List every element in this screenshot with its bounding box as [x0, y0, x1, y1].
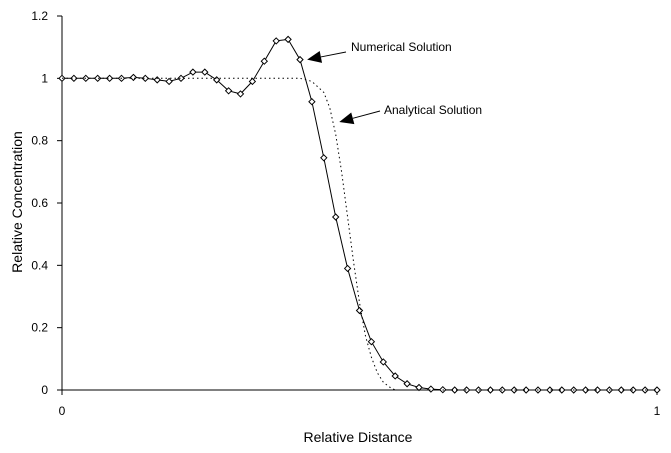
data-point-marker [296, 55, 304, 64]
data-point-marker [189, 68, 197, 76]
data-point-marker [320, 154, 328, 162]
data-point-marker [653, 386, 661, 394]
y-axis-label: Relative Concentration [9, 131, 25, 273]
data-point-marker [379, 358, 388, 366]
data-point-marker [450, 386, 459, 394]
data-point-marker [629, 386, 637, 394]
data-point-marker [581, 386, 590, 394]
annotation: Numerical Solution [307, 40, 452, 63]
x-tick-label: 1 [654, 404, 661, 418]
data-point-marker [284, 35, 292, 44]
data-point-marker [593, 386, 602, 394]
data-point-marker [308, 98, 316, 106]
data-point-marker [236, 90, 245, 98]
data-point-marker [617, 386, 626, 394]
annotation-label: Analytical Solution [384, 103, 482, 117]
data-point-marker [415, 383, 423, 392]
data-point-marker [224, 87, 233, 95]
y-tick-label: 0.2 [31, 321, 48, 335]
data-point-marker [355, 306, 364, 315]
data-point-marker [391, 372, 399, 380]
annotation: Analytical Solution [339, 103, 482, 125]
data-point-marker [510, 386, 518, 394]
series-analytical-solution [62, 77, 657, 391]
data-point-marker [70, 74, 78, 83]
data-point-marker [105, 74, 114, 83]
y-tick-label: 0.4 [31, 258, 48, 272]
data-point-marker [462, 386, 471, 394]
data-point-marker [331, 213, 340, 221]
data-point-marker [272, 37, 280, 45]
annotation-label: Numerical Solution [351, 40, 452, 54]
data-point-marker [165, 77, 173, 86]
series-layer [58, 35, 661, 394]
data-point-marker [129, 73, 138, 82]
data-point-marker [522, 386, 530, 394]
x-tick-label: 0 [59, 404, 66, 418]
y-tick-label: 0.6 [31, 196, 48, 210]
annotation-arrow-shaft [320, 51, 347, 58]
y-tick-label: 1.2 [31, 9, 48, 23]
series-line [62, 77, 657, 391]
data-point-marker [260, 57, 269, 65]
annotation-arrow-shaft [352, 110, 381, 119]
annotations: Numerical Solution Analytical Solution [307, 40, 482, 125]
data-point-marker [403, 380, 411, 388]
data-point-marker [486, 386, 495, 394]
data-point-marker [546, 386, 554, 394]
y-tick-label: 0.8 [31, 134, 48, 148]
annotation-arrowhead [339, 112, 355, 125]
data-point-marker [367, 337, 376, 346]
annotation-arrowhead [307, 51, 323, 63]
x-axis-label: Relative Distance [304, 429, 413, 445]
data-point-marker [141, 74, 150, 83]
data-point-marker [343, 264, 352, 273]
y-tick-label: 1 [41, 71, 48, 85]
series-line [62, 38, 657, 391]
data-point-marker [248, 77, 257, 86]
data-point-marker [201, 68, 209, 76]
axes: 0 0.2 0.4 0.6 0.8 1 1.2 0 1 [31, 9, 660, 418]
data-point-marker [427, 385, 435, 393]
data-point-marker [93, 74, 102, 83]
data-point-marker [177, 74, 185, 83]
series-numerical-solution [58, 35, 661, 394]
data-point-marker [153, 76, 161, 84]
y-tick-label: 0 [41, 383, 48, 397]
data-point-marker [558, 386, 566, 394]
